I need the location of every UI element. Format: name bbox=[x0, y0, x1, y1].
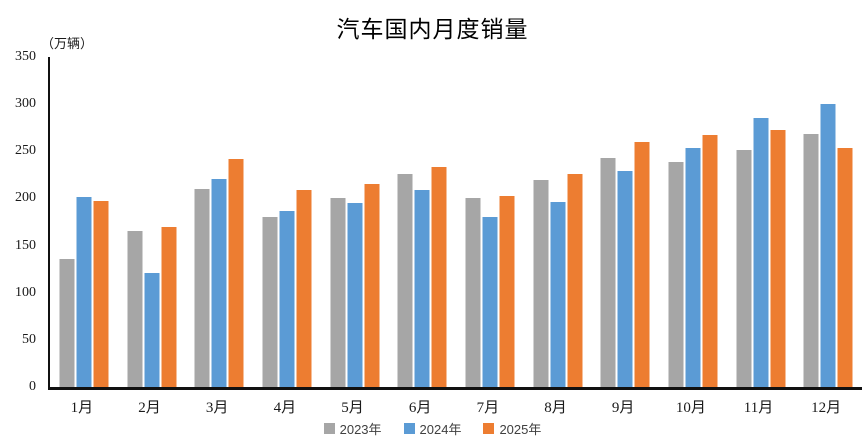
legend-item-2024年: 2024年 bbox=[403, 419, 462, 438]
bar-2023年-2月 bbox=[127, 230, 142, 387]
chart-title: 汽车国内月度销量 bbox=[336, 17, 529, 42]
y-axis-unit-label: （万辆） bbox=[41, 36, 94, 51]
x-tick-label: 11月 bbox=[743, 400, 774, 416]
bar-2023年-3月 bbox=[194, 189, 210, 387]
bar-2024年-10月 bbox=[685, 148, 701, 387]
bar-2024年-7月 bbox=[482, 217, 498, 387]
bar-group bbox=[262, 57, 312, 387]
legend-swatch-icon bbox=[403, 423, 415, 434]
bar-group bbox=[59, 57, 109, 387]
legend-item-2023年: 2023年 bbox=[323, 419, 382, 438]
bar-group bbox=[803, 57, 853, 387]
bar-2025年-6月 bbox=[431, 167, 447, 387]
bar-group bbox=[533, 57, 582, 387]
x-tick-label: 12月 bbox=[811, 400, 842, 416]
bar-2024年-8月 bbox=[550, 202, 565, 387]
x-tick-label: 5月 bbox=[341, 400, 364, 416]
x-tick-label: 9月 bbox=[611, 400, 635, 416]
bar-2025年-5月 bbox=[364, 184, 379, 387]
plot-area bbox=[48, 57, 862, 390]
bar-group bbox=[194, 57, 244, 387]
legend-item-2025年: 2025年 bbox=[483, 419, 541, 438]
y-axis-ticks: 0 50 100 150 200 250 300 350 bbox=[0, 0, 38, 444]
y-tick-label: 300 bbox=[15, 96, 36, 112]
legend-swatch-icon bbox=[323, 423, 335, 434]
y-tick-label: 150 bbox=[15, 237, 36, 253]
bar-group bbox=[465, 57, 515, 387]
bar-2024年-6月 bbox=[414, 189, 430, 387]
x-axis-labels: 1月 2月 3月 4月 5月 6月 7月 8月 9月 10月 11月 12月 bbox=[48, 396, 860, 416]
bar-2025年-11月 bbox=[770, 129, 785, 387]
bar-2023年-11月 bbox=[736, 150, 751, 387]
bar-2023年-1月 bbox=[59, 258, 75, 387]
bar-2023年-10月 bbox=[668, 161, 684, 387]
bar-2025年-9月 bbox=[634, 141, 650, 387]
bar-2025年-8月 bbox=[567, 173, 582, 387]
bar-2025年-1月 bbox=[93, 201, 109, 387]
bar-2024年-9月 bbox=[617, 171, 633, 387]
bar-2025年-4月 bbox=[296, 189, 312, 387]
x-tick-label: 2月 bbox=[138, 400, 161, 416]
y-tick-label: 100 bbox=[15, 284, 36, 300]
bar-2024年-11月 bbox=[753, 118, 768, 387]
bar-2025年-12月 bbox=[837, 147, 853, 387]
x-tick-label: 4月 bbox=[273, 400, 297, 416]
legend: 2023年 2024年 2025年 bbox=[0, 419, 865, 438]
legend-label: 2024年 bbox=[419, 422, 462, 437]
x-tick-label: 6月 bbox=[408, 400, 432, 416]
bar-group bbox=[397, 57, 447, 387]
legend-swatch-icon bbox=[483, 423, 495, 434]
bar-2024年-4月 bbox=[279, 210, 295, 387]
bar-2025年-10月 bbox=[702, 135, 718, 387]
x-tick-label: 7月 bbox=[476, 400, 500, 416]
x-tick-label: 1月 bbox=[70, 400, 94, 416]
bar-2024年-1月 bbox=[76, 196, 92, 387]
bar-2023年-7月 bbox=[465, 197, 481, 387]
y-tick-label: 50 bbox=[22, 331, 36, 347]
bar-2024年-12月 bbox=[820, 104, 836, 387]
bar-2023年-6月 bbox=[397, 173, 413, 387]
x-tick-label: 8月 bbox=[544, 400, 567, 416]
bar-2024年-3月 bbox=[211, 178, 227, 387]
bar-2025年-7月 bbox=[499, 195, 515, 387]
bar-group bbox=[127, 57, 176, 387]
legend-label: 2025年 bbox=[499, 422, 542, 437]
y-tick-label: 350 bbox=[15, 49, 36, 64]
bar-2025年-2月 bbox=[161, 226, 176, 387]
bar-2023年-12月 bbox=[803, 134, 819, 387]
bar-2023年-4月 bbox=[262, 217, 278, 387]
x-tick-label: 3月 bbox=[205, 400, 229, 416]
y-tick-label: 250 bbox=[15, 143, 36, 159]
bar-2023年-9月 bbox=[600, 157, 616, 387]
bar-2023年-5月 bbox=[330, 198, 345, 387]
bar-2025年-3月 bbox=[228, 158, 244, 387]
y-tick-label: 200 bbox=[15, 190, 36, 206]
bar-group bbox=[600, 57, 650, 387]
bar-2024年-2月 bbox=[144, 272, 159, 387]
y-tick-label: 0 bbox=[29, 379, 36, 394]
bar-group bbox=[330, 57, 379, 387]
bar-group bbox=[736, 57, 785, 387]
legend-label: 2023年 bbox=[339, 422, 382, 437]
bar-group bbox=[668, 57, 718, 387]
x-tick-label: 10月 bbox=[675, 400, 706, 416]
bar-2023年-8月 bbox=[533, 179, 548, 387]
bar-2024年-5月 bbox=[347, 203, 362, 387]
